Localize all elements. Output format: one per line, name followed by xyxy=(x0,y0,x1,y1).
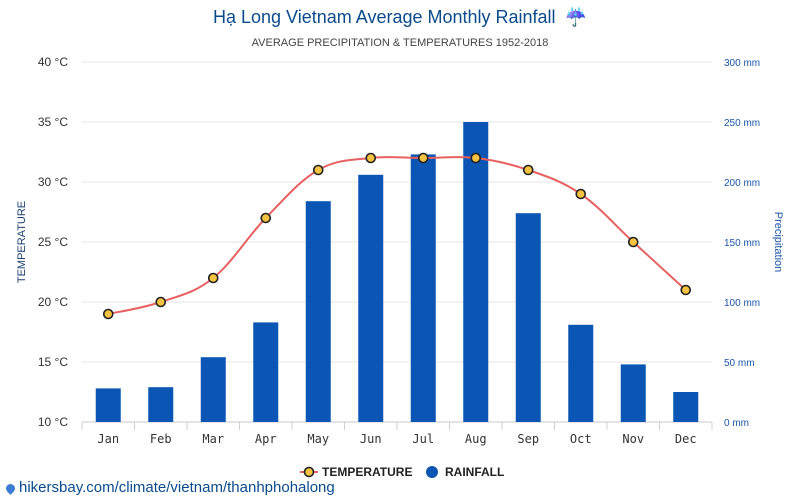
right-axis-tick-label: 250 mm xyxy=(724,118,760,129)
umbrella-rain-icon: ☔ xyxy=(565,6,587,27)
temperature-point[interactable] xyxy=(627,236,639,248)
temperature-line xyxy=(108,156,687,315)
legend-item-rainfall[interactable]: RAINFALL xyxy=(426,465,504,479)
axes: 10 °C 15 °C 20 °C 25 °C 30 °C 35 °C 40 °C 0 mm 5… xyxy=(38,55,760,446)
temperature-point[interactable] xyxy=(417,152,429,164)
left-axis-tick-label: 30 °C xyxy=(38,175,68,189)
rainfall-bar[interactable] xyxy=(305,201,331,422)
right-axis-tick-label: 50 mm xyxy=(724,358,755,369)
left-axis-tick-label: 15 °C xyxy=(38,355,68,369)
x-axis-tick-label: May xyxy=(307,432,329,446)
x-axis-tick-label: Oct xyxy=(570,432,592,446)
rainfall-bar[interactable] xyxy=(673,392,699,422)
rainfall-bar[interactable] xyxy=(148,387,174,422)
chart-title-text: Hạ Long Vietnam Average Monthly Rainfall xyxy=(213,7,556,27)
source-link[interactable]: hikersbay.com/climate/vietnam/thanhphoha… xyxy=(4,479,335,496)
x-axis-tick-label: Apr xyxy=(255,432,277,446)
x-axis-tick-label: Sep xyxy=(517,432,539,446)
rainfall-bars xyxy=(95,122,699,422)
right-axis-tick-label: 300 mm xyxy=(724,58,760,69)
rainfall-bar[interactable] xyxy=(358,174,384,422)
left-axis-tick-label: 40 °C xyxy=(38,55,68,69)
temperature-point[interactable] xyxy=(312,164,324,176)
left-axis-tick-label: 10 °C xyxy=(38,415,68,429)
location-pin-icon xyxy=(4,482,17,495)
temperature-point[interactable] xyxy=(207,272,219,284)
chart-title: Hạ Long Vietnam Average Monthly Rainfall… xyxy=(213,6,587,27)
x-axis-tick-label: Jul xyxy=(412,432,434,446)
x-axis-tick-label: Aug xyxy=(465,432,487,446)
rainfall-bar[interactable] xyxy=(620,364,646,422)
temperature-point[interactable] xyxy=(260,212,272,224)
x-axis-tick-label: Feb xyxy=(150,432,172,446)
right-axis-tick-label: 150 mm xyxy=(724,238,760,249)
left-axis-tick-label: 20 °C xyxy=(38,295,68,309)
grid-lines xyxy=(82,61,712,423)
right-axis-title: Precipitation xyxy=(772,212,784,273)
rainfall-bar[interactable] xyxy=(568,324,594,422)
rainfall-bar[interactable] xyxy=(515,213,541,422)
legend-rainfall-marker xyxy=(426,466,438,478)
left-axis-tick-label: 25 °C xyxy=(38,235,68,249)
left-axis-tick-label: 35 °C xyxy=(38,115,68,129)
x-axis-tick-label: Dec xyxy=(675,432,697,446)
chart-subtitle: AVERAGE PRECIPITATION & TEMPERATURES 195… xyxy=(252,37,549,49)
temperature-point[interactable] xyxy=(680,284,692,296)
right-axis-tick-label: 200 mm xyxy=(724,178,760,189)
temperature-point[interactable] xyxy=(365,152,377,164)
x-axis-tick-label: Jan xyxy=(97,432,119,446)
rainfall-bar[interactable] xyxy=(410,154,436,422)
source-link-text: hikersbay.com/climate/vietnam/thanhphoha… xyxy=(19,479,335,496)
rainfall-bar[interactable] xyxy=(95,388,121,422)
rainfall-bar[interactable] xyxy=(253,322,279,422)
right-axis-tick-label: 0 mm xyxy=(724,418,749,429)
rainfall-bar[interactable] xyxy=(463,122,489,422)
temperature-line-layer xyxy=(102,152,692,320)
x-axis-tick-label: Jun xyxy=(360,432,382,446)
legend-temperature-label: TEMPERATURE xyxy=(322,465,412,479)
temperature-point[interactable] xyxy=(575,188,587,200)
rainfall-bar[interactable] xyxy=(200,357,226,422)
temperature-point[interactable] xyxy=(522,164,534,176)
chart-title-group: Hạ Long Vietnam Average Monthly Rainfall… xyxy=(213,6,587,49)
temperature-point[interactable] xyxy=(470,152,482,164)
chart-legend: TEMPERATURE RAINFALL xyxy=(300,465,504,479)
legend-temperature-marker xyxy=(303,466,315,478)
x-axis-tick-label: Nov xyxy=(622,432,644,446)
legend-item-temperature[interactable]: TEMPERATURE xyxy=(300,465,412,479)
legend-rainfall-label: RAINFALL xyxy=(445,465,504,479)
temperature-point[interactable] xyxy=(102,308,114,320)
right-axis-tick-label: 100 mm xyxy=(724,298,760,309)
left-axis-title: TEMPERATURE xyxy=(16,201,28,283)
temperature-point[interactable] xyxy=(155,296,167,308)
x-axis-tick-label: Mar xyxy=(202,432,224,446)
